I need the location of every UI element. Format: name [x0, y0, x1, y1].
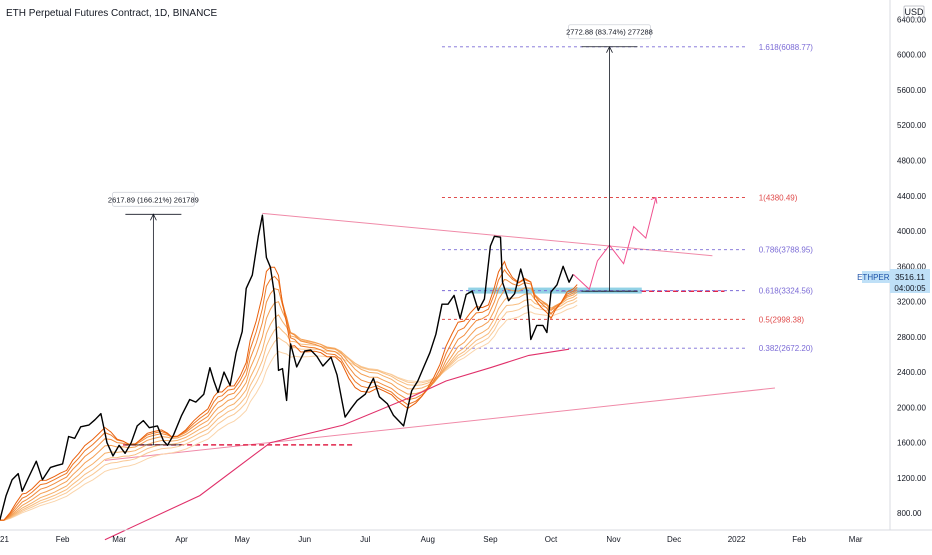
- y-tick-label: 1200.00: [897, 474, 926, 483]
- y-tick-label: 2400.00: [897, 368, 926, 377]
- price-tags: ETHPERP 3516.11 04:00:05: [857, 269, 930, 293]
- y-tick-label: 800.00: [897, 509, 922, 518]
- measure-label-box: [568, 24, 651, 40]
- x-tick-label: Feb: [56, 535, 70, 544]
- x-tick-label: 2022: [728, 535, 746, 544]
- ema-ribbon-line: [0, 304, 578, 521]
- x-tick-label: Mar: [112, 535, 126, 544]
- x-tick-label: Apr: [175, 535, 188, 544]
- x-tick-label: Aug: [421, 535, 435, 544]
- y-tick-label: 3200.00: [897, 298, 926, 307]
- resistance_line: [262, 212, 713, 257]
- y-tick-label: 4800.00: [897, 157, 926, 166]
- y-tick-label: 4000.00: [897, 227, 926, 236]
- measure-label-box: [111, 191, 195, 207]
- y-tick-label: 2800.00: [897, 333, 926, 342]
- measure-arrow: [150, 213, 157, 221]
- x-tick-label: Dec: [667, 535, 681, 544]
- ema-ribbon-line: [0, 268, 578, 521]
- countdown-label: 04:00:05: [894, 284, 926, 293]
- ema-ribbon-line: [0, 293, 578, 521]
- x-tick-label: May: [235, 535, 250, 544]
- y-tick-label: 2000.00: [897, 403, 926, 412]
- y-tick-label: 5200.00: [897, 121, 926, 130]
- currency-box[interactable]: [903, 5, 925, 19]
- x-tick-label: Jul: [360, 535, 370, 544]
- breakout-zone: [468, 287, 642, 294]
- x-tick-label: 2021: [0, 535, 9, 544]
- ema-ribbon-line: [0, 300, 578, 521]
- ema-ribbon-line: [0, 287, 578, 521]
- ema-ribbon-line: [0, 296, 578, 521]
- y-tick-label: 4400.00: [897, 192, 926, 201]
- symbol-tag-box: [862, 271, 890, 283]
- x-tick-label: Nov: [606, 535, 620, 544]
- last-price-box: [890, 269, 930, 293]
- projection-path: [572, 197, 657, 291]
- price-line: [0, 214, 574, 521]
- x-tick-label: Feb: [792, 535, 806, 544]
- fibonacci-layer: 1.618(6088.77) 1(4380.49) 0.786(3788.95) 0.…: [441, 43, 814, 353]
- y-tick-label: 6400.00: [897, 15, 926, 24]
- last-price-label: 3516.11: [895, 272, 925, 282]
- y-tick-label: 6000.00: [897, 51, 926, 60]
- currency-label: USD: [904, 7, 924, 17]
- fib-level-label: 1(4380.49): [759, 194, 798, 203]
- fib-level-label: 1.618(6088.77): [759, 43, 814, 52]
- x-tick-label: Sep: [483, 535, 498, 544]
- series-layer: [0, 196, 658, 541]
- measure-arrow: [606, 45, 613, 53]
- measure-label: 2772.88 (83.74%) 277288: [566, 28, 653, 37]
- measure-layer: 2617.89 (166.21%) 261789 2772.88 (83.74%)…: [108, 24, 653, 446]
- measure-label: 2617.89 (166.21%) 261789: [108, 195, 199, 204]
- fib-level-label: 0.5(2998.38): [759, 315, 805, 324]
- x-tick-label: Mar: [849, 535, 863, 544]
- ema-200-line: [104, 348, 570, 541]
- symbol-tag: ETHPERP: [857, 273, 895, 282]
- projection-arrow-head: [650, 196, 658, 204]
- x-tick-label: Jun: [298, 535, 311, 544]
- y-tick-label: 3600.00: [897, 262, 926, 271]
- fib-level-label: 0.786(3788.95): [759, 246, 814, 255]
- fib-level-label: 0.618(3324.56): [759, 287, 814, 296]
- price-axis: 800.00 1200.00 1600.00 2000.00 2400.00 2800.0…: [897, 15, 926, 518]
- x-tick-label: Oct: [545, 535, 558, 544]
- fib-level-label: 0.382(2672.20): [759, 344, 814, 353]
- time-axis: 2021 Feb Mar Apr May Jun Jul Aug Sep Oct Nov Dec 202…: [0, 535, 863, 544]
- chart-title: ETH Perpetual Futures Contract, 1D, BINA…: [6, 8, 218, 19]
- support_line: [104, 387, 776, 461]
- y-tick-label: 5600.00: [897, 86, 926, 95]
- y-tick-label: 1600.00: [897, 439, 926, 448]
- ema-ribbon-line: [0, 260, 578, 521]
